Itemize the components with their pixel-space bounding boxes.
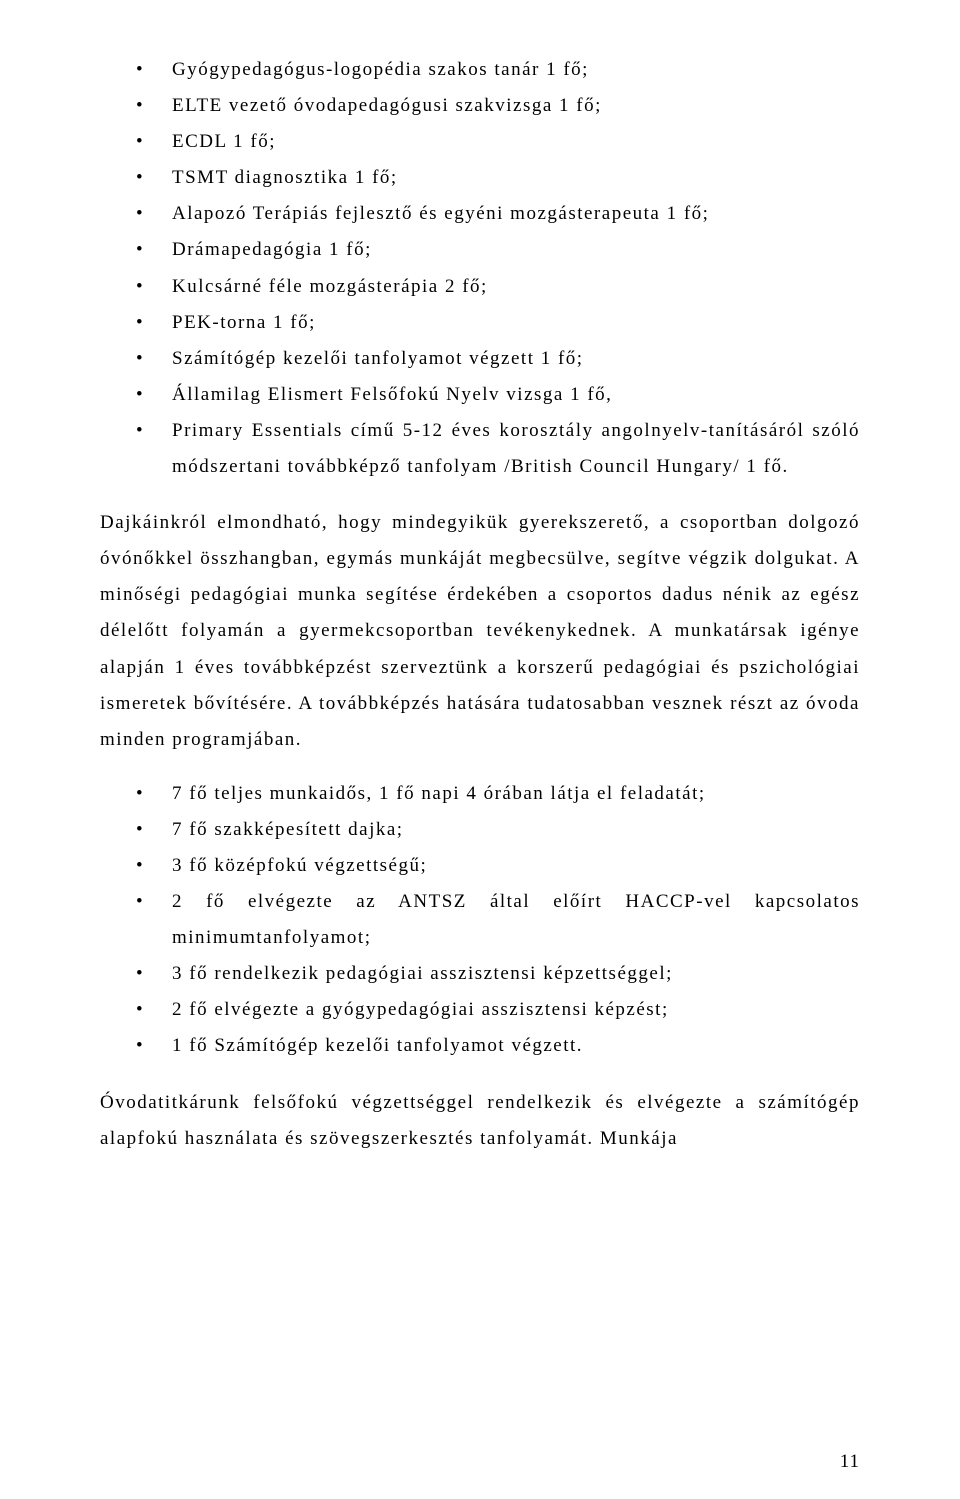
document-page: Gyógypedagógus-logopédia szakos tanár 1 … xyxy=(0,0,960,1499)
paragraph-2: Óvodatitkárunk felsőfokú végzettséggel r… xyxy=(100,1085,860,1157)
page-number: 11 xyxy=(840,1451,860,1473)
list-item: Számítógép kezelői tanfolyamot végzett 1… xyxy=(172,341,860,377)
list-item: ECDL 1 fő; xyxy=(172,124,860,160)
list-item: Kulcsárné féle mozgásterápia 2 fő; xyxy=(172,269,860,305)
list-item: 7 fő teljes munkaidős, 1 fő napi 4 órába… xyxy=(172,776,860,812)
qualification-list-1: Gyógypedagógus-logopédia szakos tanár 1 … xyxy=(100,52,860,485)
list-item: 7 fő szakképesített dajka; xyxy=(172,812,860,848)
list-item: 3 fő rendelkezik pedagógiai asszisztensi… xyxy=(172,956,860,992)
list-item: Gyógypedagógus-logopédia szakos tanár 1 … xyxy=(172,52,860,88)
list-item: Államilag Elismert Felsőfokú Nyelv vizsg… xyxy=(172,377,860,413)
list-item: ELTE vezető óvodapedagógusi szakvizsga 1… xyxy=(172,88,860,124)
list-item: 2 fő elvégezte az ANTSZ által előírt HAC… xyxy=(172,884,860,956)
list-item: TSMT diagnosztika 1 fő; xyxy=(172,160,860,196)
qualification-list-2: 7 fő teljes munkaidős, 1 fő napi 4 órába… xyxy=(100,776,860,1065)
list-item: PEK-torna 1 fő; xyxy=(172,305,860,341)
list-item: 3 fő középfokú végzettségű; xyxy=(172,848,860,884)
list-item: 2 fő elvégezte a gyógypedagógiai asszisz… xyxy=(172,992,860,1028)
list-item: Alapozó Terápiás fejlesztő és egyéni moz… xyxy=(172,196,860,232)
list-item: 1 fő Számítógép kezelői tanfolyamot végz… xyxy=(172,1028,860,1064)
paragraph-1: Dajkáinkról elmondható, hogy mindegyikük… xyxy=(100,505,860,758)
list-item: Primary Essentials című 5-12 éves korosz… xyxy=(172,413,860,485)
list-item: Drámapedagógia 1 fő; xyxy=(172,232,860,268)
